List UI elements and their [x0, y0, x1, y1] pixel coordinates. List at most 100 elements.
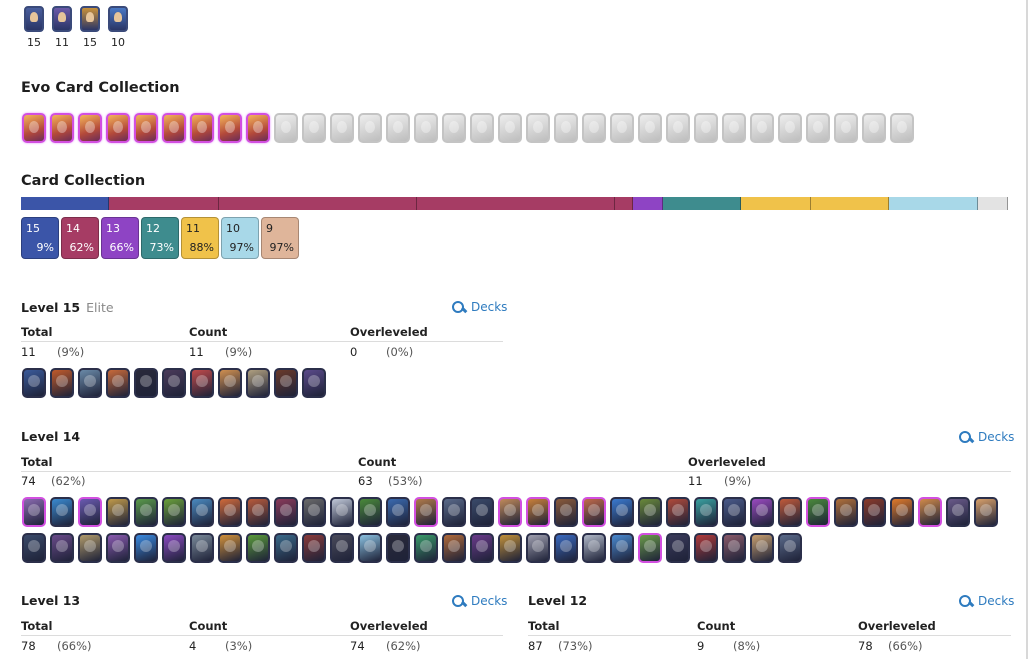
card-icon[interactable]: [274, 368, 298, 398]
level-summary-box[interactable]: 10 97%: [221, 217, 259, 259]
card-icon[interactable]: [330, 533, 354, 563]
card-icon[interactable]: [750, 533, 774, 563]
level-summary-box[interactable]: 12 73%: [141, 217, 179, 259]
card-icon[interactable]: [162, 533, 186, 563]
card-icon[interactable]: [246, 533, 270, 563]
level-summary-box[interactable]: 11 88%: [181, 217, 219, 259]
card-icon[interactable]: [610, 497, 634, 527]
card-icon[interactable]: [330, 497, 354, 527]
card-icon[interactable]: [246, 368, 270, 398]
card-icon[interactable]: [50, 497, 74, 527]
evo-card-icon[interactable]: [22, 497, 46, 527]
evo-card-owned[interactable]: [162, 113, 186, 143]
evo-card-locked[interactable]: [526, 113, 550, 143]
evo-card-locked[interactable]: [442, 113, 466, 143]
evo-card-icon[interactable]: [806, 497, 830, 527]
card-icon[interactable]: [442, 533, 466, 563]
card-icon[interactable]: [946, 497, 970, 527]
card-icon[interactable]: [470, 497, 494, 527]
evo-card-locked[interactable]: [638, 113, 662, 143]
evo-card-locked[interactable]: [750, 113, 774, 143]
evo-card-locked[interactable]: [470, 113, 494, 143]
card-icon[interactable]: [582, 533, 606, 563]
card-icon[interactable]: [22, 368, 46, 398]
card-icon[interactable]: [778, 497, 802, 527]
level14-decks-link[interactable]: Decks: [959, 430, 1014, 444]
card-icon[interactable]: [190, 533, 214, 563]
card-icon[interactable]: [554, 497, 578, 527]
card-icon[interactable]: [106, 533, 130, 563]
evo-card-locked[interactable]: [610, 113, 634, 143]
evo-card-owned[interactable]: [218, 113, 242, 143]
evo-card-locked[interactable]: [666, 113, 690, 143]
card-icon[interactable]: [190, 368, 214, 398]
card-icon[interactable]: [190, 497, 214, 527]
card-icon[interactable]: [218, 368, 242, 398]
evo-card-icon[interactable]: [918, 497, 942, 527]
evo-card-owned[interactable]: [106, 113, 130, 143]
evo-card-locked[interactable]: [302, 113, 326, 143]
evo-card-icon[interactable]: [582, 497, 606, 527]
card-icon[interactable]: [50, 533, 74, 563]
tower-troop[interactable]: 15: [24, 6, 44, 49]
card-icon[interactable]: [50, 368, 74, 398]
card-icon[interactable]: [386, 497, 410, 527]
evo-card-icon[interactable]: [526, 497, 550, 527]
card-icon[interactable]: [302, 497, 326, 527]
level13-decks-link[interactable]: Decks: [452, 594, 507, 608]
level15-decks-link[interactable]: Decks: [452, 300, 507, 314]
card-icon[interactable]: [862, 497, 886, 527]
card-icon[interactable]: [974, 497, 998, 527]
evo-card-owned[interactable]: [50, 113, 74, 143]
evo-card-locked[interactable]: [386, 113, 410, 143]
evo-card-locked[interactable]: [778, 113, 802, 143]
evo-card-locked[interactable]: [498, 113, 522, 143]
card-icon[interactable]: [106, 368, 130, 398]
evo-card-owned[interactable]: [22, 113, 46, 143]
card-icon[interactable]: [78, 368, 102, 398]
card-icon[interactable]: [274, 533, 298, 563]
card-icon[interactable]: [106, 497, 130, 527]
card-icon[interactable]: [358, 533, 382, 563]
level-summary-box[interactable]: 13 66%: [101, 217, 139, 259]
card-icon[interactable]: [834, 497, 858, 527]
card-icon[interactable]: [162, 368, 186, 398]
card-icon[interactable]: [778, 533, 802, 563]
card-icon[interactable]: [638, 497, 662, 527]
evo-card-icon[interactable]: [638, 533, 662, 563]
evo-card-locked[interactable]: [358, 113, 382, 143]
evo-card-owned[interactable]: [190, 113, 214, 143]
card-icon[interactable]: [302, 368, 326, 398]
level12-decks-link[interactable]: Decks: [959, 594, 1014, 608]
card-icon[interactable]: [22, 533, 46, 563]
card-icon[interactable]: [274, 497, 298, 527]
card-icon[interactable]: [554, 533, 578, 563]
card-icon[interactable]: [218, 497, 242, 527]
card-icon[interactable]: [134, 368, 158, 398]
evo-card-owned[interactable]: [246, 113, 270, 143]
evo-card-locked[interactable]: [722, 113, 746, 143]
card-icon[interactable]: [218, 533, 242, 563]
evo-card-locked[interactable]: [862, 113, 886, 143]
card-icon[interactable]: [358, 497, 382, 527]
evo-card-icon[interactable]: [414, 497, 438, 527]
evo-card-owned[interactable]: [134, 113, 158, 143]
evo-card-locked[interactable]: [414, 113, 438, 143]
level-summary-box[interactable]: 9 97%: [261, 217, 299, 259]
card-icon[interactable]: [386, 533, 410, 563]
evo-card-locked[interactable]: [806, 113, 830, 143]
card-icon[interactable]: [498, 533, 522, 563]
card-icon[interactable]: [246, 497, 270, 527]
card-icon[interactable]: [722, 497, 746, 527]
evo-card-locked[interactable]: [890, 113, 914, 143]
level-summary-box[interactable]: 15 9%: [21, 217, 59, 259]
card-icon[interactable]: [162, 497, 186, 527]
card-icon[interactable]: [694, 533, 718, 563]
evo-card-locked[interactable]: [694, 113, 718, 143]
evo-card-icon[interactable]: [78, 497, 102, 527]
card-icon[interactable]: [134, 533, 158, 563]
card-icon[interactable]: [78, 533, 102, 563]
card-icon[interactable]: [694, 497, 718, 527]
card-icon[interactable]: [722, 533, 746, 563]
level-summary-box[interactable]: 14 62%: [61, 217, 99, 259]
